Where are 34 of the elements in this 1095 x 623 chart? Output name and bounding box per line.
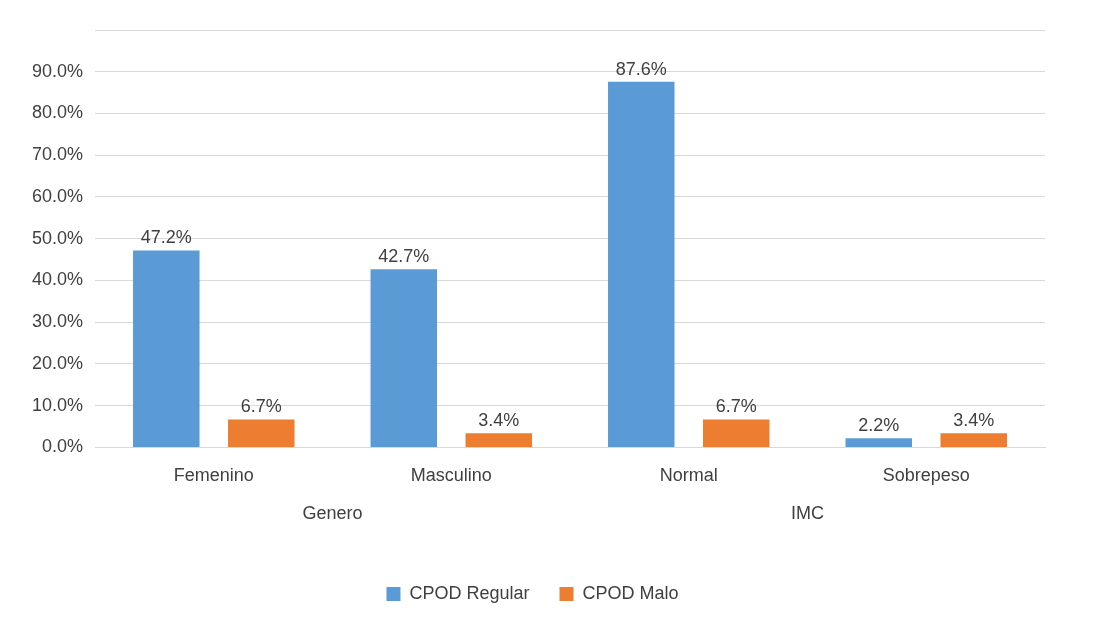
data-label: 2.2% [858, 415, 900, 436]
bar [608, 81, 675, 447]
y-tick-label: 50.0% [31, 227, 84, 248]
y-tick-label: 80.0% [31, 102, 84, 123]
x-tick-label: Sobrepeso [882, 465, 970, 486]
text: IMC [791, 503, 825, 524]
bar [940, 433, 1007, 447]
x-tick-label: Femenino [173, 465, 254, 486]
data-label: 3.4% [478, 410, 520, 431]
bar [465, 433, 533, 447]
bar [703, 419, 770, 447]
y-tick-label: 40.0% [31, 269, 84, 290]
y-tick-label: 0.0% [42, 436, 84, 457]
y-tick-label: 70.0% [31, 144, 84, 165]
bar [845, 438, 913, 447]
y-tick-label: 10.0% [31, 394, 84, 415]
bar [133, 250, 200, 447]
text: Genero [302, 503, 363, 524]
y-tick-label: 60.0% [31, 185, 84, 206]
data-label: 87.6% [615, 58, 667, 79]
data-label: 6.7% [240, 396, 282, 417]
y-tick-label: 20.0% [31, 352, 84, 373]
bar [370, 269, 438, 447]
data-label: 47.2% [140, 227, 192, 248]
x-tick-label: Masculino [410, 465, 492, 486]
bar [228, 419, 295, 447]
data-label: 3.4% [953, 410, 995, 431]
legend-label: CPOD Regular [409, 582, 530, 603]
data-label: 6.7% [715, 396, 757, 417]
x-tick-label: Normal [659, 465, 718, 486]
y-tick-label: 90.0% [31, 60, 84, 81]
legend-label: CPOD Malo [582, 582, 679, 603]
data-label: 42.7% [378, 246, 430, 267]
y-tick-label: 30.0% [31, 311, 84, 332]
